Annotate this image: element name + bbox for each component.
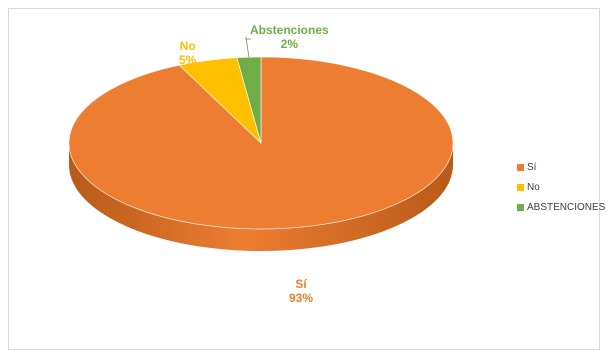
label-no-percent: 5% <box>179 53 197 67</box>
label-si: Sí 93% <box>289 277 313 305</box>
legend-label-abstenciones: ABSTENCIONES <box>527 201 606 213</box>
pie-side-si <box>69 143 453 251</box>
label-no-name: No <box>179 39 196 53</box>
legend-swatch-abstenciones <box>517 203 524 211</box>
label-abstenciones-name: Abstenciones <box>250 23 329 37</box>
label-si-percent: 93% <box>289 291 314 305</box>
label-abstenciones: Abstenciones 2% <box>250 23 329 51</box>
label-si-name: Sí <box>295 277 307 291</box>
legend-label-si: Sí <box>527 161 537 173</box>
legend: Sí No ABSTENCIONES <box>517 157 605 217</box>
legend-item-no: No <box>517 177 605 197</box>
legend-item-abstenciones: ABSTENCIONES <box>517 197 605 217</box>
label-no: No 5% <box>179 39 196 67</box>
legend-swatch-si <box>517 163 524 171</box>
chart-area: Sí 93% No 5% Abstenciones 2% Sí No ABSTE… <box>8 8 605 350</box>
label-abstenciones-percent: 2% <box>280 37 299 51</box>
pie-chart <box>68 37 454 251</box>
legend-label-no: No <box>527 181 540 193</box>
legend-item-si: Sí <box>517 157 605 177</box>
legend-swatch-no <box>517 183 524 191</box>
leader-line-abstenciones <box>245 37 251 58</box>
